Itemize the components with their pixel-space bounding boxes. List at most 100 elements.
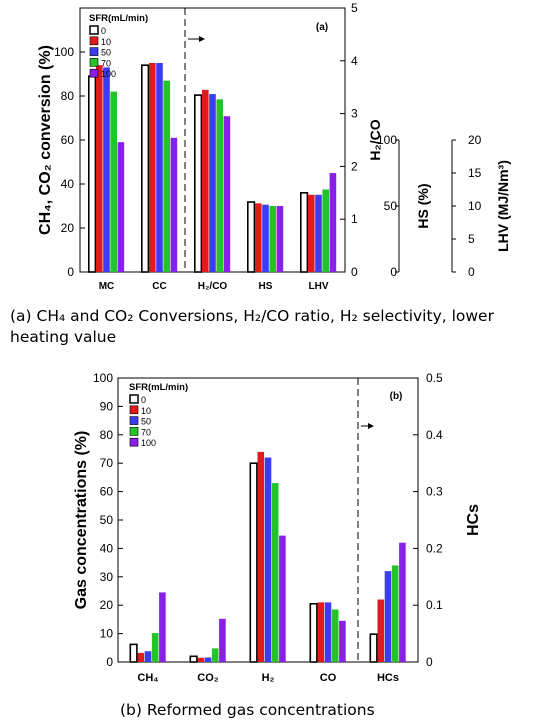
left-tick-label-b: 100 xyxy=(93,371,113,385)
category-label-a-1: CC xyxy=(152,281,166,292)
h2co-tick-label: 4 xyxy=(351,54,358,68)
right-tick-label-b: 0.2 xyxy=(426,541,443,555)
category-label-a-4: LHV xyxy=(309,281,329,292)
category-label-a-2: H₂/CO xyxy=(198,281,228,292)
bar-a-4-10 xyxy=(308,194,315,272)
legend-swatch-70 xyxy=(129,427,139,436)
bar-b-2-0 xyxy=(249,462,258,663)
left-tick-label-b: 10 xyxy=(100,627,114,641)
left-tick-label-a: 80 xyxy=(61,89,75,103)
left-axis-label-b: Gas concentrations (%) xyxy=(73,431,90,610)
category-label-b-4: HCs xyxy=(377,672,399,684)
left-tick-label-b: 20 xyxy=(100,598,114,612)
caption-b: (b) Reformed gas concentrations xyxy=(120,701,375,719)
lhv-tick-label: 20 xyxy=(468,133,482,147)
right-tick-label-b: 0.5 xyxy=(426,371,443,385)
legend-label-0: 0 xyxy=(101,26,106,36)
h2co-axis-label: H₂/CO xyxy=(367,119,383,160)
legend-title: SFR(mL/min) xyxy=(89,13,148,24)
legend-label-70: 70 xyxy=(141,427,151,437)
legend-title: SFR(mL/min) xyxy=(129,382,188,393)
right-tick-label-b: 0.4 xyxy=(426,428,443,442)
right-tick-label-b: 0.3 xyxy=(426,485,443,499)
hs-tick-label: 50 xyxy=(384,199,398,213)
caption-a: (a) CH₄ and CO₂ Conversions, H₂/CO ratio… xyxy=(10,307,494,346)
left-tick-label-b: 80 xyxy=(100,428,114,442)
bar-a-4-70 xyxy=(322,189,329,272)
bar-a-2-70 xyxy=(216,99,223,273)
legend-label-100: 100 xyxy=(101,69,116,79)
bar-b-4-0 xyxy=(369,633,378,663)
legend-swatch-100 xyxy=(89,68,99,78)
legend-swatch-100 xyxy=(129,437,139,447)
bar-a-3-70 xyxy=(269,206,276,272)
bar-a-0-0 xyxy=(88,75,97,273)
legend-label-10: 10 xyxy=(101,37,111,47)
category-label-b-0: CH₄ xyxy=(137,672,158,684)
right-tick-label-b: 0 xyxy=(426,655,433,669)
bar-a-0-70 xyxy=(110,91,117,272)
bar-a-0-50 xyxy=(103,67,110,273)
left-tick-label-b: 40 xyxy=(100,541,114,555)
legend-swatch-0 xyxy=(129,394,139,404)
lhv-tick-label: 10 xyxy=(468,199,482,213)
hs-tick-label: 0 xyxy=(390,265,397,279)
lhv-tick-label: 0 xyxy=(468,265,475,279)
bar-b-3-10 xyxy=(317,602,325,662)
legend-swatch-50 xyxy=(89,47,99,56)
bar-b-1-70 xyxy=(211,648,219,662)
lhv-tick-label: 15 xyxy=(468,166,482,180)
h2co-tick-label: 5 xyxy=(351,1,358,15)
bar-b-0-0 xyxy=(129,643,138,663)
bar-b-2-50 xyxy=(264,457,272,662)
category-label-a-0: MC xyxy=(99,281,115,292)
bar-a-0-10 xyxy=(96,65,103,272)
legend-swatch-0 xyxy=(89,25,99,35)
bar-b-2-10 xyxy=(257,451,265,662)
left-tick-label-b: 50 xyxy=(100,513,114,527)
bar-a-1-100 xyxy=(170,137,178,272)
bar-b-0-10 xyxy=(137,652,145,662)
bar-b-2-70 xyxy=(271,483,279,662)
left-axis-label-a: CH₄, CO₂ conversion (%) xyxy=(37,45,54,235)
bar-b-1-0 xyxy=(189,655,198,663)
legend-label-10: 10 xyxy=(141,406,151,416)
bar-a-1-70 xyxy=(163,80,170,272)
legend-swatch-10 xyxy=(89,36,99,46)
bar-a-4-0 xyxy=(299,192,309,273)
h2co-tick-label: 3 xyxy=(351,107,358,121)
legend-swatch-10 xyxy=(129,405,139,415)
bar-b-0-100 xyxy=(159,592,166,662)
right-tick-label-b: 0.1 xyxy=(426,598,443,612)
left-tick-label-b: 30 xyxy=(100,570,114,584)
bar-b-0-50 xyxy=(144,651,152,662)
bar-b-4-70 xyxy=(391,565,399,662)
arrow-head-b xyxy=(368,423,374,429)
left-tick-label-a: 40 xyxy=(61,177,75,191)
bar-a-2-0 xyxy=(194,94,203,273)
lhv-tick-label: 5 xyxy=(468,232,475,246)
legend-swatch-70 xyxy=(89,58,99,67)
bar-b-4-100 xyxy=(399,542,406,662)
bar-a-3-50 xyxy=(262,204,269,272)
bar-a-3-0 xyxy=(247,201,256,273)
legend-label-0: 0 xyxy=(141,395,146,405)
arrow-head-a xyxy=(199,36,205,42)
legend-swatch-50 xyxy=(129,416,139,425)
left-tick-label-b: 70 xyxy=(100,456,114,470)
bar-a-2-10 xyxy=(202,89,209,272)
bar-a-1-10 xyxy=(149,63,156,272)
legend-label-50: 50 xyxy=(101,48,111,58)
left-tick-label-a: 0 xyxy=(67,265,74,279)
bar-b-3-100 xyxy=(339,620,346,662)
h2co-tick-label: 1 xyxy=(351,212,358,226)
hs-axis-label: HS (%) xyxy=(415,183,431,228)
h2co-tick-label: 2 xyxy=(351,159,358,173)
bar-b-4-50 xyxy=(384,571,392,662)
panel-label-a: (a) xyxy=(316,22,328,33)
bar-a-2-50 xyxy=(209,94,216,273)
left-tick-label-b: 0 xyxy=(106,655,113,669)
right-axis-label-b: HCs xyxy=(465,504,482,536)
category-label-b-2: H₂ xyxy=(262,672,275,684)
